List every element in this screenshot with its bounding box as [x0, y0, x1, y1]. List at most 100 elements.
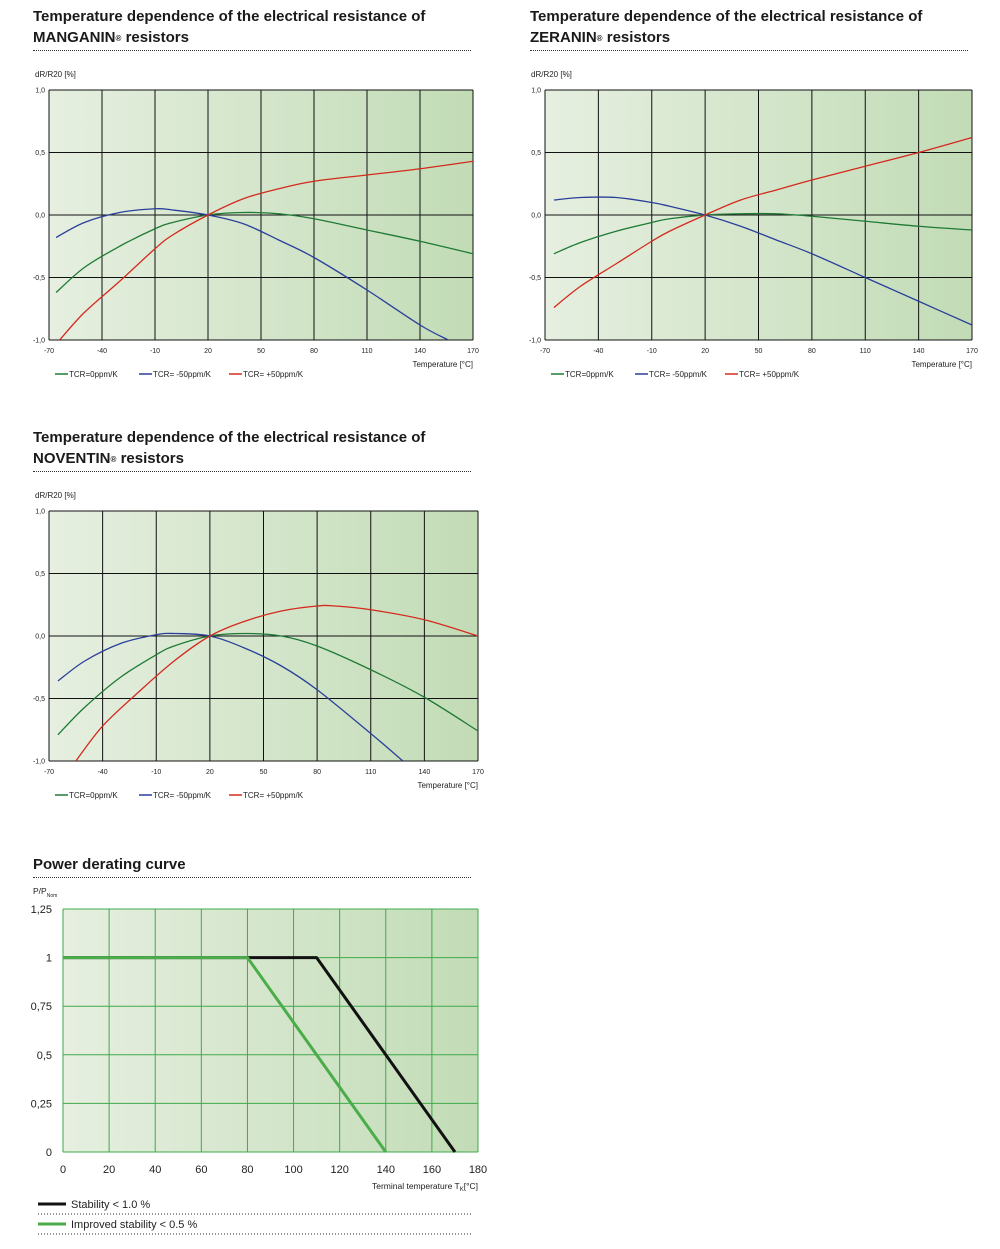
plot-area: [63, 909, 478, 1152]
y-tick-label: 0,0: [531, 213, 541, 220]
y-axis-label: dR/R20 [%]: [35, 70, 76, 79]
x-tick-label: 60: [195, 1164, 207, 1176]
series-line: [553, 196, 972, 326]
x-tick-label: 20: [206, 769, 214, 776]
x-tick-label: 170: [966, 348, 978, 355]
title-line-2: MANGANIN® resistors: [33, 27, 471, 48]
chart-title: Temperature dependence of the electrical…: [33, 6, 471, 48]
y-tick-label: 0,5: [35, 150, 45, 157]
noventin-panel: Temperature dependence of the electrical…: [33, 427, 471, 472]
y-tick-label: 1,0: [35, 509, 45, 516]
x-tick-label: 110: [365, 769, 376, 776]
series-line: [55, 211, 473, 293]
y-tick-label: 0,5: [531, 150, 541, 157]
x-axis-label: Temperature [°C]: [412, 360, 473, 369]
legend-label: TCR=0ppm/K: [69, 791, 118, 800]
y-tick-label: -1,0: [33, 338, 45, 345]
x-tick-label: 170: [472, 769, 484, 776]
x-tick-label: 0: [60, 1164, 66, 1176]
x-axis-label: Terminal temperature TK[°C]: [372, 1181, 478, 1193]
x-tick-label: 80: [313, 769, 321, 776]
x-tick-label: 140: [419, 769, 431, 776]
chart-title: Temperature dependence of the electrical…: [33, 427, 471, 469]
title-line-1: Temperature dependence of the electrical…: [33, 8, 426, 25]
x-tick-label: 20: [204, 348, 212, 355]
x-tick-label: -40: [97, 348, 107, 355]
title-line-2: NOVENTIN® resistors: [33, 448, 471, 469]
x-tick-label: 80: [310, 348, 318, 355]
series-line: [55, 207, 449, 340]
x-tick-label: 140: [377, 1164, 395, 1176]
x-tick-label: -10: [150, 348, 160, 355]
y-tick-label: 0: [46, 1147, 52, 1159]
title-line-2: ZERANIN® resistors: [530, 27, 968, 48]
x-tick-label: 50: [260, 769, 268, 776]
zeranin-chart: dR/R20 [%] -70 -40 -10 20 50 80 110 140 170 -1,0 -0…: [529, 70, 978, 379]
manganin-chart: dR/R20 [%] -70 -40 -10 20 50 80 110 140 170 -1,0 -0…: [33, 70, 479, 379]
chart-title: Power derating curve: [33, 856, 186, 873]
legend-label: Improved stability < 0.5 %: [71, 1219, 197, 1231]
legend-label: TCR= -50ppm/K: [649, 370, 708, 379]
y-tick-label: 1,25: [31, 904, 52, 916]
legend-label: Stability < 1.0 %: [71, 1199, 150, 1211]
x-axis-label-sub: K: [460, 1187, 464, 1193]
series-line: [553, 136, 972, 309]
legend-label: TCR= +50ppm/K: [243, 791, 304, 800]
manganin-panel: Temperature dependence of the electrical…: [33, 6, 471, 51]
legend-label: TCR=0ppm/K: [565, 370, 614, 379]
alloy-name: ZERANIN: [530, 29, 597, 46]
x-tick-label: -10: [151, 769, 161, 776]
chart-title: Temperature dependence of the electrical…: [530, 6, 968, 48]
y-tick-label: 0,25: [31, 1098, 52, 1110]
title-line-1: Temperature dependence of the electrical…: [530, 8, 923, 25]
y-tick-label: -0,5: [33, 696, 45, 703]
x-tick-label: -10: [647, 348, 657, 355]
x-tick-label: -40: [593, 348, 603, 355]
y-axis-label: dR/R20 [%]: [35, 491, 76, 500]
title-line-1: Temperature dependence of the electrical…: [33, 429, 426, 446]
legend-label: TCR= -50ppm/K: [153, 791, 212, 800]
y-axis-label-sub: Nom: [47, 893, 58, 899]
y-tick-label: -1,0: [529, 338, 541, 345]
y-tick-label: 0,5: [37, 1050, 52, 1062]
x-tick-label: -70: [44, 348, 54, 355]
x-tick-label: 110: [361, 348, 372, 355]
x-tick-label: 20: [103, 1164, 115, 1176]
y-tick-label: 0,75: [31, 1001, 52, 1013]
x-tick-label: 80: [241, 1164, 253, 1176]
y-tick-label: 1: [46, 953, 52, 965]
y-tick-label: 0,0: [35, 213, 45, 220]
x-axis-label: Temperature [°C]: [911, 360, 972, 369]
x-tick-label: -40: [98, 769, 108, 776]
y-tick-label: 1,0: [531, 88, 541, 95]
y-tick-label: -1,0: [33, 759, 45, 766]
x-tick-label: 170: [467, 348, 479, 355]
x-tick-label: 140: [913, 348, 925, 355]
x-tick-label: -70: [540, 348, 550, 355]
x-tick-label: 20: [701, 348, 709, 355]
x-tick-label: -70: [44, 769, 54, 776]
x-tick-label: 160: [423, 1164, 441, 1176]
x-tick-label: 110: [860, 348, 871, 355]
y-axis-label: P/PNom: [33, 886, 57, 899]
x-tick-label: 100: [284, 1164, 302, 1176]
alloy-name: NOVENTIN: [33, 450, 111, 467]
x-axis-label: Temperature [°C]: [417, 781, 478, 790]
series-line: [57, 632, 478, 736]
dotted-divider: [33, 471, 471, 472]
x-tick-label: 180: [469, 1164, 487, 1176]
y-tick-label: -0,5: [529, 275, 541, 282]
title-suffix: resistors: [121, 29, 189, 46]
noventin-chart: dR/R20 [%] -70 -40 -10 20 50 80 110 140 170 -1,0 -0…: [33, 491, 484, 800]
y-axis-label: dR/R20 [%]: [531, 70, 572, 79]
x-tick-label: 50: [257, 348, 265, 355]
dotted-divider: [530, 50, 968, 51]
legend-label: TCR= +50ppm/K: [243, 370, 304, 379]
x-tick-label: 50: [755, 348, 763, 355]
y-tick-label: -0,5: [33, 275, 45, 282]
zeranin-panel: Temperature dependence of the electrical…: [530, 6, 968, 51]
dotted-divider: [33, 877, 471, 878]
registered-mark: ®: [115, 34, 122, 43]
x-tick-label: 80: [808, 348, 816, 355]
legend-label: TCR=0ppm/K: [69, 370, 118, 379]
